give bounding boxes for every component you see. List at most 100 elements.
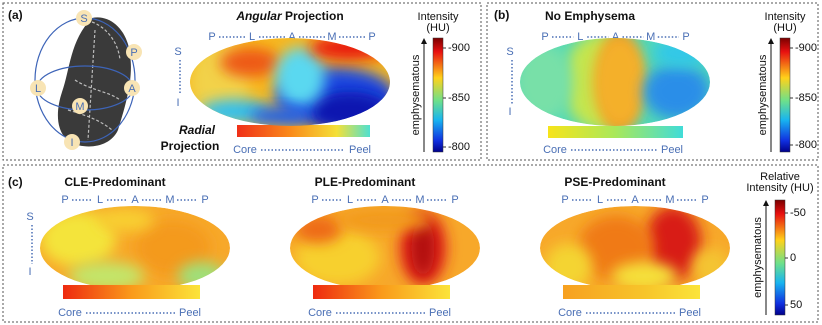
- panel-title: Angular Projection: [235, 9, 343, 23]
- panel-label: (a): [8, 8, 23, 22]
- radial-axis-label: Peel: [349, 144, 371, 156]
- lung-label-badge: [72, 98, 88, 114]
- map-region: [337, 208, 433, 232]
- angular-axis-label: L: [249, 31, 255, 43]
- colorbar: [432, 37, 444, 153]
- colorbar-tick-label: -800: [795, 139, 817, 151]
- map-region: [544, 243, 593, 290]
- colorbar-tick-label: 50: [790, 299, 802, 311]
- lung-label: I: [70, 137, 73, 149]
- radial-axis-label: Peel: [179, 307, 201, 319]
- vertical-axis-label: I: [176, 97, 179, 109]
- angular-axis-label: A: [612, 31, 620, 43]
- angular-axis-label: M: [665, 194, 674, 206]
- map-title: PSE-Predominant: [564, 175, 665, 189]
- arrow-label: emphysematous: [410, 54, 422, 135]
- colorbar-title: Intensity: [418, 11, 459, 23]
- panel-label: (c): [8, 175, 23, 189]
- radial-axis-label: Peel: [679, 307, 701, 319]
- angular-axis-label: A: [131, 194, 139, 206]
- colorbar-title: Relative: [760, 171, 800, 183]
- angular-axis-label: L: [577, 31, 583, 43]
- map-region: [135, 220, 211, 276]
- panel-label: (b): [494, 8, 509, 22]
- lung-label-badge: [124, 80, 140, 96]
- radial-bar: [563, 285, 700, 299]
- vertical-axis-label: I: [508, 106, 511, 118]
- angular-axis-label: L: [97, 194, 103, 206]
- projection-map: [290, 206, 480, 290]
- lung-label: M: [75, 101, 84, 113]
- radial-axis-label: Core: [308, 307, 332, 319]
- colorbar-title: (HU): [426, 22, 449, 34]
- radial-label: Projection: [161, 139, 220, 153]
- panel-frame: [486, 2, 819, 161]
- colorbar-tick-label: -850: [795, 92, 817, 104]
- title-part: Projection: [285, 9, 344, 23]
- lung-label: S: [80, 13, 87, 25]
- radial-bar: [63, 285, 200, 299]
- colorbar: [774, 199, 786, 316]
- map-region: [250, 106, 310, 126]
- lung-label-badge: [76, 10, 92, 26]
- lung-label-badge: [30, 80, 46, 96]
- map-region: [520, 42, 573, 122]
- title-part: Angular: [235, 9, 283, 23]
- colorbar-tick-label: -50: [790, 207, 806, 219]
- radial-bar: [548, 126, 683, 138]
- angular-axis-label: P: [682, 31, 689, 43]
- vertical-axis-label: S: [26, 211, 33, 223]
- radial-axis-label: Core: [543, 144, 567, 156]
- projection-map: [540, 206, 730, 290]
- map-region: [97, 208, 154, 232]
- map-region: [68, 262, 145, 290]
- angular-axis-label: A: [288, 31, 296, 43]
- angular-axis-label: P: [701, 194, 708, 206]
- projection-map: [190, 38, 390, 126]
- arrow-label: emphysematous: [757, 54, 769, 135]
- panel-frame: [2, 164, 819, 323]
- arrow-head: [421, 38, 427, 44]
- angular-axis-label: P: [61, 194, 68, 206]
- lung-label-badge: [64, 134, 80, 150]
- colorbar-title: (HU): [773, 22, 796, 34]
- angular-axis-label: A: [381, 194, 389, 206]
- map-region: [40, 210, 116, 267]
- arrow-head: [768, 38, 774, 44]
- lung-illustration: [34, 17, 136, 147]
- radial-axis-label: Peel: [429, 307, 451, 319]
- angular-axis-label: P: [311, 194, 318, 206]
- angular-axis-label: P: [451, 194, 458, 206]
- panel-title: No Emphysema: [545, 9, 635, 23]
- map-region: [294, 229, 381, 286]
- map-region: [411, 220, 435, 276]
- radial-label: Radial: [179, 123, 216, 137]
- radial-axis-label: Peel: [661, 144, 683, 156]
- colorbar-tick-label: -900: [448, 42, 470, 54]
- lung-label: L: [35, 83, 41, 95]
- panel-frame: [2, 2, 482, 161]
- colorbar-title: Intensity (HU): [746, 182, 813, 194]
- map-title: CLE-Predominant: [64, 175, 165, 189]
- colorbar: [779, 37, 791, 153]
- angular-axis-label: L: [597, 194, 603, 206]
- radial-axis-label: Core: [558, 307, 582, 319]
- map-region: [593, 38, 647, 126]
- angular-axis-label: P: [208, 31, 215, 43]
- map-region: [294, 215, 343, 244]
- vertical-axis-label: S: [174, 46, 181, 58]
- lung-label: A: [128, 83, 136, 95]
- map-region: [643, 64, 710, 120]
- angular-axis-label: M: [646, 31, 655, 43]
- angular-axis-label: M: [415, 194, 424, 206]
- vertical-axis-label: S: [506, 46, 513, 58]
- arrow-head: [763, 200, 769, 206]
- map-region: [611, 262, 678, 290]
- map-region: [692, 247, 730, 286]
- radial-bar: [237, 125, 370, 137]
- colorbar-title: Intensity: [765, 11, 806, 23]
- map-region: [644, 206, 702, 281]
- arrow-label: emphysematous: [752, 217, 764, 298]
- lung-label-badge: [126, 44, 142, 60]
